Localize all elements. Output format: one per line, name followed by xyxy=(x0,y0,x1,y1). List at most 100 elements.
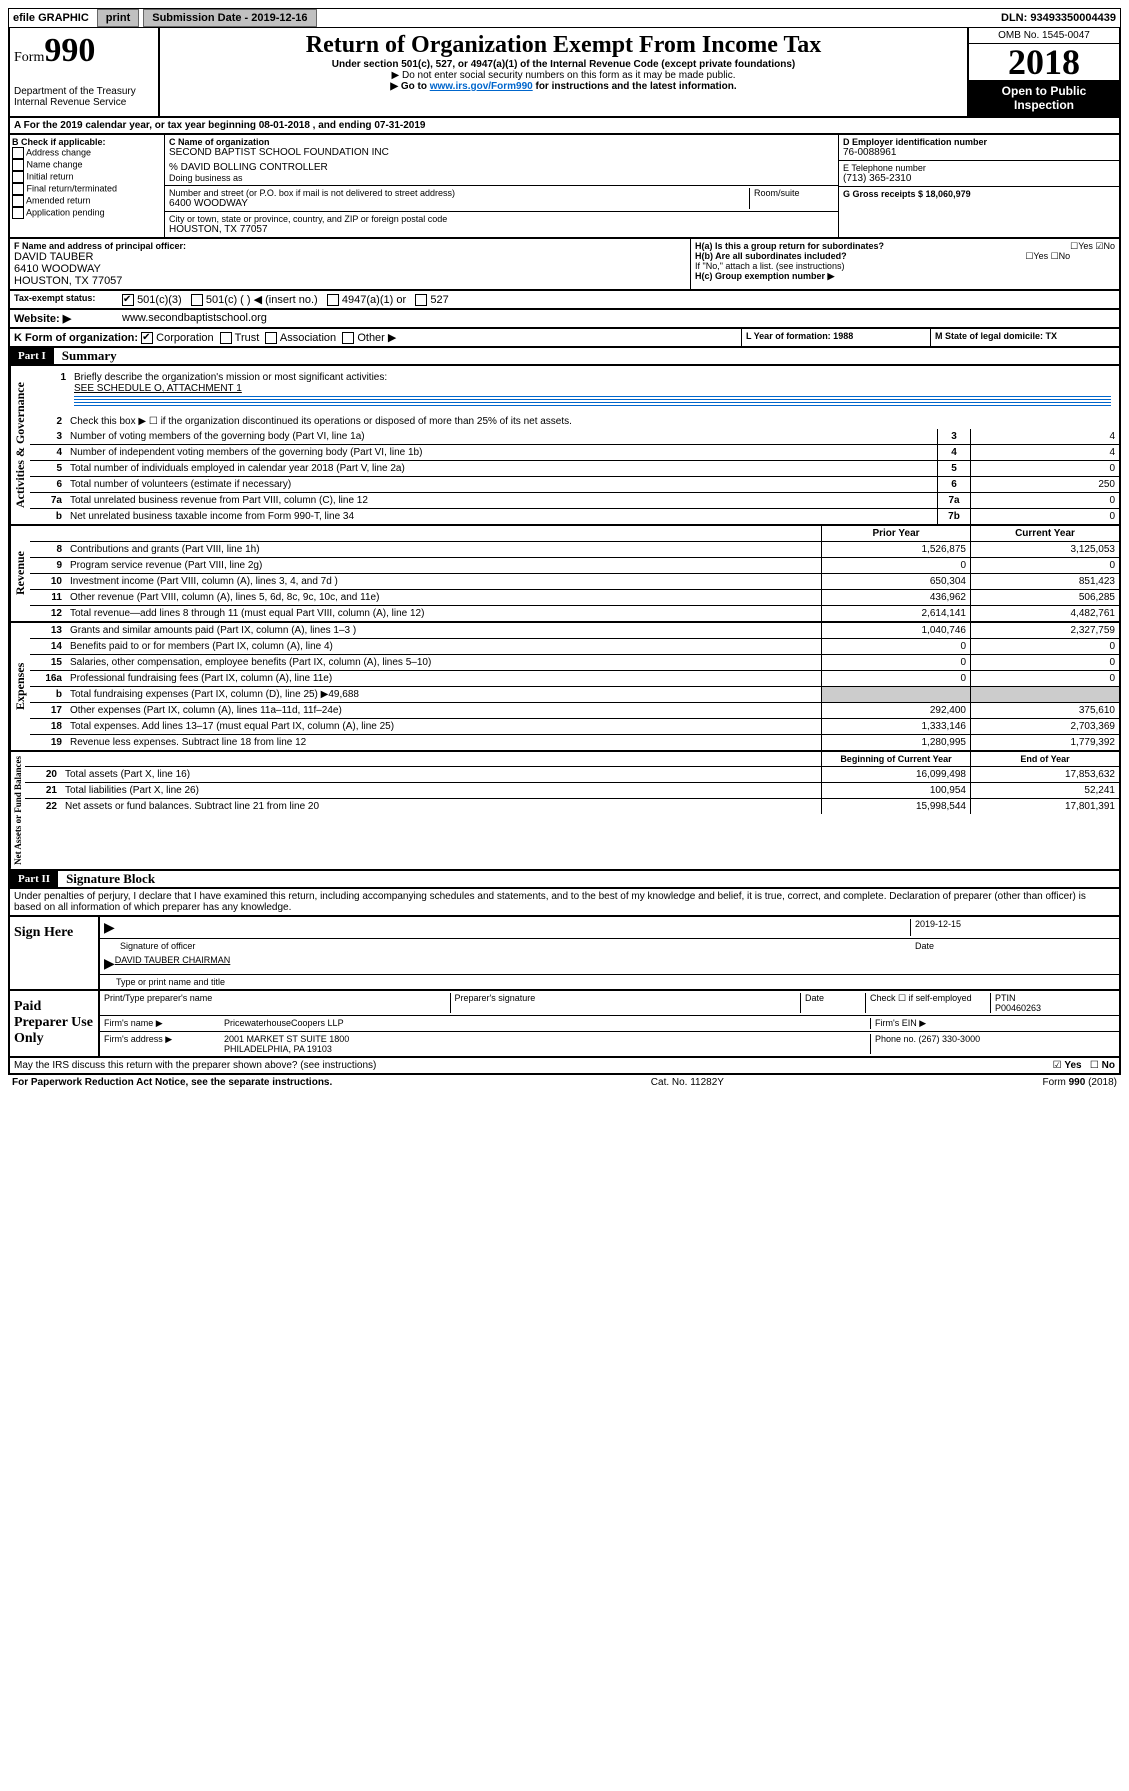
top-bar: efile GRAPHIC print Submission Date - 20… xyxy=(8,8,1121,28)
l18-current: 2,703,369 xyxy=(970,719,1119,734)
dept-label: Department of the Treasury Internal Reve… xyxy=(14,86,154,108)
app-pending-checkbox[interactable] xyxy=(12,207,24,219)
l6-val: 250 xyxy=(970,477,1119,492)
state-domicile: M State of legal domicile: TX xyxy=(930,329,1119,346)
4947-checkbox[interactable] xyxy=(327,294,339,306)
l9-current: 0 xyxy=(970,558,1119,573)
l17-prior: 292,400 xyxy=(821,703,970,718)
street-address: 6400 WOODWAY xyxy=(169,198,749,209)
form-title: Return of Organization Exempt From Incom… xyxy=(168,32,959,59)
l16a-prior: 0 xyxy=(821,671,970,686)
tel-label: E Telephone number xyxy=(843,163,1115,173)
print-button[interactable]: print xyxy=(97,9,139,27)
cat-number: Cat. No. 11282Y xyxy=(651,1077,724,1088)
name-change-checkbox[interactable] xyxy=(12,159,24,171)
perjury-statement: Under penalties of perjury, I declare th… xyxy=(8,889,1121,917)
trust-checkbox[interactable] xyxy=(220,332,232,344)
section-f-label: F Name and address of principal officer: xyxy=(14,241,686,251)
l21-label: Total liabilities (Part X, line 26) xyxy=(61,783,821,798)
firm-ein-label: Firm's EIN ▶ xyxy=(870,1018,1115,1029)
l14-current: 0 xyxy=(970,639,1119,654)
l8-prior: 1,526,875 xyxy=(821,542,970,557)
firm-addr1: 2001 MARKET ST SUITE 1800 xyxy=(224,1034,870,1044)
l1-value: SEE SCHEDULE O, ATTACHMENT 1 xyxy=(74,383,1111,394)
l3-val: 4 xyxy=(970,429,1119,444)
section-b-label: B Check if applicable: xyxy=(12,137,162,147)
firm-addr2: PHILADELPHIA, PA 19103 xyxy=(224,1044,870,1054)
l19-current: 1,779,392 xyxy=(970,735,1119,750)
l10-prior: 650,304 xyxy=(821,574,970,589)
l19-prior: 1,280,995 xyxy=(821,735,970,750)
hb-label: H(b) Are all subordinates included? xyxy=(695,251,847,261)
tax-status-label: Tax-exempt status: xyxy=(10,291,118,308)
form-ref: Form 990 (2018) xyxy=(1043,1077,1117,1088)
initial-return-checkbox[interactable] xyxy=(12,171,24,183)
form-org-label: K Form of organization: xyxy=(14,332,138,344)
preparer-label: Paid Preparer Use Only xyxy=(10,991,98,1056)
ptin-label: PTIN xyxy=(995,993,1115,1003)
other-checkbox[interactable] xyxy=(342,332,354,344)
year-formation: L Year of formation: 1988 xyxy=(741,329,930,346)
assoc-checkbox[interactable] xyxy=(265,332,277,344)
self-employed-check: Check ☐ if self-employed xyxy=(865,993,990,1013)
l15-prior: 0 xyxy=(821,655,970,670)
discuss-label: May the IRS discuss this return with the… xyxy=(14,1060,1053,1071)
l10-current: 851,423 xyxy=(970,574,1119,589)
officer-addr2: HOUSTON, TX 77057 xyxy=(14,275,686,287)
note2-pre: ▶ Go to xyxy=(390,81,429,92)
netassets-section: Net Assets or Fund Balances Beginning of… xyxy=(8,752,1121,871)
527-checkbox[interactable] xyxy=(415,294,427,306)
org-info-section: B Check if applicable: Address change Na… xyxy=(8,135,1121,239)
amended-checkbox[interactable] xyxy=(12,195,24,207)
expenses-vert-label: Expenses xyxy=(10,623,30,750)
l11-label: Other revenue (Part VIII, column (A), li… xyxy=(66,590,821,605)
hc-label: H(c) Group exemption number ▶ xyxy=(695,271,1115,282)
l16a-label: Professional fundraising fees (Part IX, … xyxy=(66,671,821,686)
expenses-section: Expenses 13Grants and similar amounts pa… xyxy=(8,623,1121,752)
l19-label: Revenue less expenses. Subtract line 18 … xyxy=(66,735,821,750)
hb-note: If "No," attach a list. (see instruction… xyxy=(695,261,1115,271)
part1-header-row: Part I Summary xyxy=(8,348,1121,366)
addr-change-checkbox[interactable] xyxy=(12,147,24,159)
addr-label: Number and street (or P.O. box if mail i… xyxy=(169,188,749,198)
501c3-checkbox[interactable] xyxy=(122,294,134,306)
gross-receipts: G Gross receipts $ 18,060,979 xyxy=(843,189,1115,199)
l1-label: Briefly describe the organization's miss… xyxy=(74,372,1111,383)
efile-label: efile GRAPHIC xyxy=(9,12,93,24)
website-row: Website: ▶ www.secondbaptistschool.org xyxy=(8,310,1121,329)
part2-title: Signature Block xyxy=(58,871,155,887)
501c-checkbox[interactable] xyxy=(191,294,203,306)
signer-name: DAVID TAUBER CHAIRMAN xyxy=(115,955,1115,972)
l22-label: Net assets or fund balances. Subtract li… xyxy=(61,799,821,814)
form-header: Form990 Department of the Treasury Inter… xyxy=(8,28,1121,118)
l12-current: 4,482,761 xyxy=(970,606,1119,621)
l8-current: 3,125,053 xyxy=(970,542,1119,557)
form-label: Form xyxy=(14,50,44,65)
sign-section: Sign Here ▶ 2019-12-15 Signature of offi… xyxy=(8,917,1121,991)
l5-val: 0 xyxy=(970,461,1119,476)
note2-post: for instructions and the latest informat… xyxy=(533,81,737,92)
l21-prior: 100,954 xyxy=(821,783,970,798)
l17-label: Other expenses (Part IX, column (A), lin… xyxy=(66,703,821,718)
firm-addr-label: Firm's address ▶ xyxy=(104,1034,224,1054)
l13-prior: 1,040,746 xyxy=(821,623,970,638)
org-name-label: C Name of organization xyxy=(169,137,834,147)
begin-year-hdr: Beginning of Current Year xyxy=(821,752,970,766)
ein-label: D Employer identification number xyxy=(843,137,1115,147)
l7b-val: 0 xyxy=(970,509,1119,524)
form-number: 990 xyxy=(44,32,95,69)
final-return-checkbox[interactable] xyxy=(12,183,24,195)
sign-here-label: Sign Here xyxy=(10,917,98,989)
corp-checkbox[interactable] xyxy=(141,332,153,344)
care-of: % DAVID BOLLING CONTROLLER xyxy=(169,162,834,173)
row-a-tax-year: A For the 2019 calendar year, or tax yea… xyxy=(8,118,1121,135)
officer-name: DAVID TAUBER xyxy=(14,251,686,263)
instructions-link[interactable]: www.irs.gov/Form990 xyxy=(430,81,533,92)
l15-label: Salaries, other compensation, employee b… xyxy=(66,655,821,670)
governance-section: Activities & Governance 1 Briefly descri… xyxy=(8,366,1121,526)
submission-date-label: Submission Date - 2019-12-16 xyxy=(143,9,316,27)
firm-name-label: Firm's name ▶ xyxy=(104,1018,224,1029)
l12-prior: 2,614,141 xyxy=(821,606,970,621)
l11-current: 506,285 xyxy=(970,590,1119,605)
footer-row: For Paperwork Reduction Act Notice, see … xyxy=(8,1075,1121,1090)
